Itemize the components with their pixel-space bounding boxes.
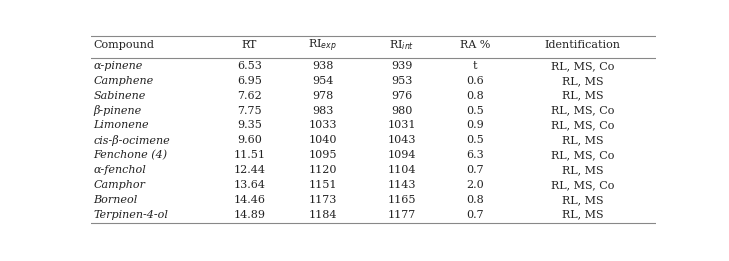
- Text: 13.64: 13.64: [233, 180, 265, 190]
- Text: cis-β-ocimene: cis-β-ocimene: [93, 135, 170, 146]
- Text: 954: 954: [312, 76, 333, 86]
- Text: Camphor: Camphor: [93, 180, 145, 190]
- Text: Limonene: Limonene: [93, 120, 149, 130]
- Text: Terpinen-4-ol: Terpinen-4-ol: [93, 210, 168, 220]
- Text: 1173: 1173: [308, 195, 337, 205]
- Text: 1177: 1177: [388, 210, 416, 220]
- Text: RL, MS: RL, MS: [562, 195, 604, 205]
- Text: 1043: 1043: [388, 135, 416, 145]
- Text: Camphene: Camphene: [93, 76, 154, 86]
- Text: 6.95: 6.95: [237, 76, 262, 86]
- Text: 0.5: 0.5: [467, 135, 484, 145]
- Text: 0.8: 0.8: [467, 91, 484, 101]
- Text: 976: 976: [391, 91, 413, 101]
- Text: RI$_{exp}$: RI$_{exp}$: [308, 37, 338, 54]
- Text: 1094: 1094: [388, 150, 416, 160]
- Text: RL, MS: RL, MS: [562, 76, 604, 86]
- Text: 0.7: 0.7: [467, 165, 484, 175]
- Text: 12.44: 12.44: [233, 165, 265, 175]
- Text: RL, MS: RL, MS: [562, 135, 604, 145]
- Text: 11.51: 11.51: [233, 150, 265, 160]
- Text: 983: 983: [312, 105, 333, 116]
- Text: 939: 939: [391, 61, 413, 71]
- Text: 1095: 1095: [308, 150, 337, 160]
- Text: 1040: 1040: [308, 135, 337, 145]
- Text: t: t: [473, 61, 477, 71]
- Text: 7.75: 7.75: [237, 105, 262, 116]
- Text: RT: RT: [241, 40, 257, 50]
- Text: 1120: 1120: [308, 165, 337, 175]
- Text: 1151: 1151: [308, 180, 337, 190]
- Text: 1184: 1184: [308, 210, 337, 220]
- Text: 0.7: 0.7: [467, 210, 484, 220]
- Text: RL, MS: RL, MS: [562, 210, 604, 220]
- Text: 978: 978: [312, 91, 333, 101]
- Text: 0.9: 0.9: [467, 120, 484, 130]
- Text: Compound: Compound: [93, 40, 155, 50]
- Text: 938: 938: [312, 61, 333, 71]
- Text: 14.46: 14.46: [233, 195, 265, 205]
- Text: RL, MS, Co: RL, MS, Co: [551, 105, 615, 116]
- Text: α-fenchol: α-fenchol: [93, 165, 146, 175]
- Text: 14.89: 14.89: [233, 210, 265, 220]
- Text: RL, MS: RL, MS: [562, 165, 604, 175]
- Text: RI$_{int}$: RI$_{int}$: [389, 38, 415, 52]
- Text: 953: 953: [391, 76, 413, 86]
- Text: α-pinene: α-pinene: [93, 61, 143, 71]
- Text: 1165: 1165: [388, 195, 416, 205]
- Text: RL, MS, Co: RL, MS, Co: [551, 150, 615, 160]
- Text: 1143: 1143: [388, 180, 416, 190]
- Text: Sabinene: Sabinene: [93, 91, 146, 101]
- Text: 9.35: 9.35: [237, 120, 262, 130]
- Text: Identification: Identification: [545, 40, 620, 50]
- Text: 6.3: 6.3: [467, 150, 484, 160]
- Text: RL, MS, Co: RL, MS, Co: [551, 61, 615, 71]
- Text: 2.0: 2.0: [467, 180, 484, 190]
- Text: RL, MS, Co: RL, MS, Co: [551, 120, 615, 130]
- Text: RL, MS: RL, MS: [562, 91, 604, 101]
- Text: 0.8: 0.8: [467, 195, 484, 205]
- Text: Borneol: Borneol: [93, 195, 138, 205]
- Text: 0.6: 0.6: [467, 76, 484, 86]
- Text: 1104: 1104: [388, 165, 416, 175]
- Text: 7.62: 7.62: [237, 91, 262, 101]
- Text: 9.60: 9.60: [237, 135, 262, 145]
- Text: 1033: 1033: [308, 120, 337, 130]
- Text: RL, MS, Co: RL, MS, Co: [551, 180, 615, 190]
- Text: 6.53: 6.53: [237, 61, 262, 71]
- Text: RA %: RA %: [460, 40, 491, 50]
- Text: 1031: 1031: [388, 120, 416, 130]
- Text: 980: 980: [391, 105, 413, 116]
- Text: Fenchone (4): Fenchone (4): [93, 150, 168, 160]
- Text: β-pinene: β-pinene: [93, 105, 141, 116]
- Text: 0.5: 0.5: [467, 105, 484, 116]
